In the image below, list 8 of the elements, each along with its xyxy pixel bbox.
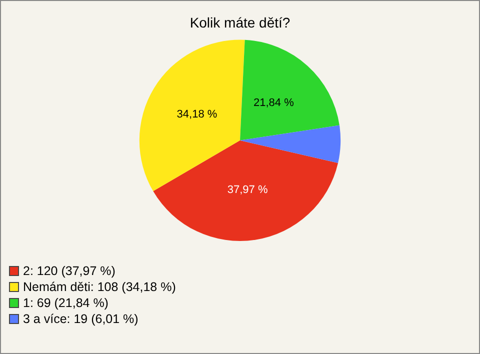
chart-title: Kolik máte dětí?: [190, 14, 290, 30]
data-label: 37,97 %: [227, 184, 268, 196]
legend-label: Nemám děti: 108 (34,18 %): [23, 280, 176, 294]
data-label: 21,84 %: [254, 97, 294, 110]
legend-label: 1: 69 (21,84 %): [23, 296, 108, 310]
legend-label: 3 a více: 19 (6,01 %): [23, 312, 138, 326]
data-label: 34,18 %: [176, 108, 218, 120]
legend-label: 2: 120 (37,97 %): [23, 264, 116, 278]
